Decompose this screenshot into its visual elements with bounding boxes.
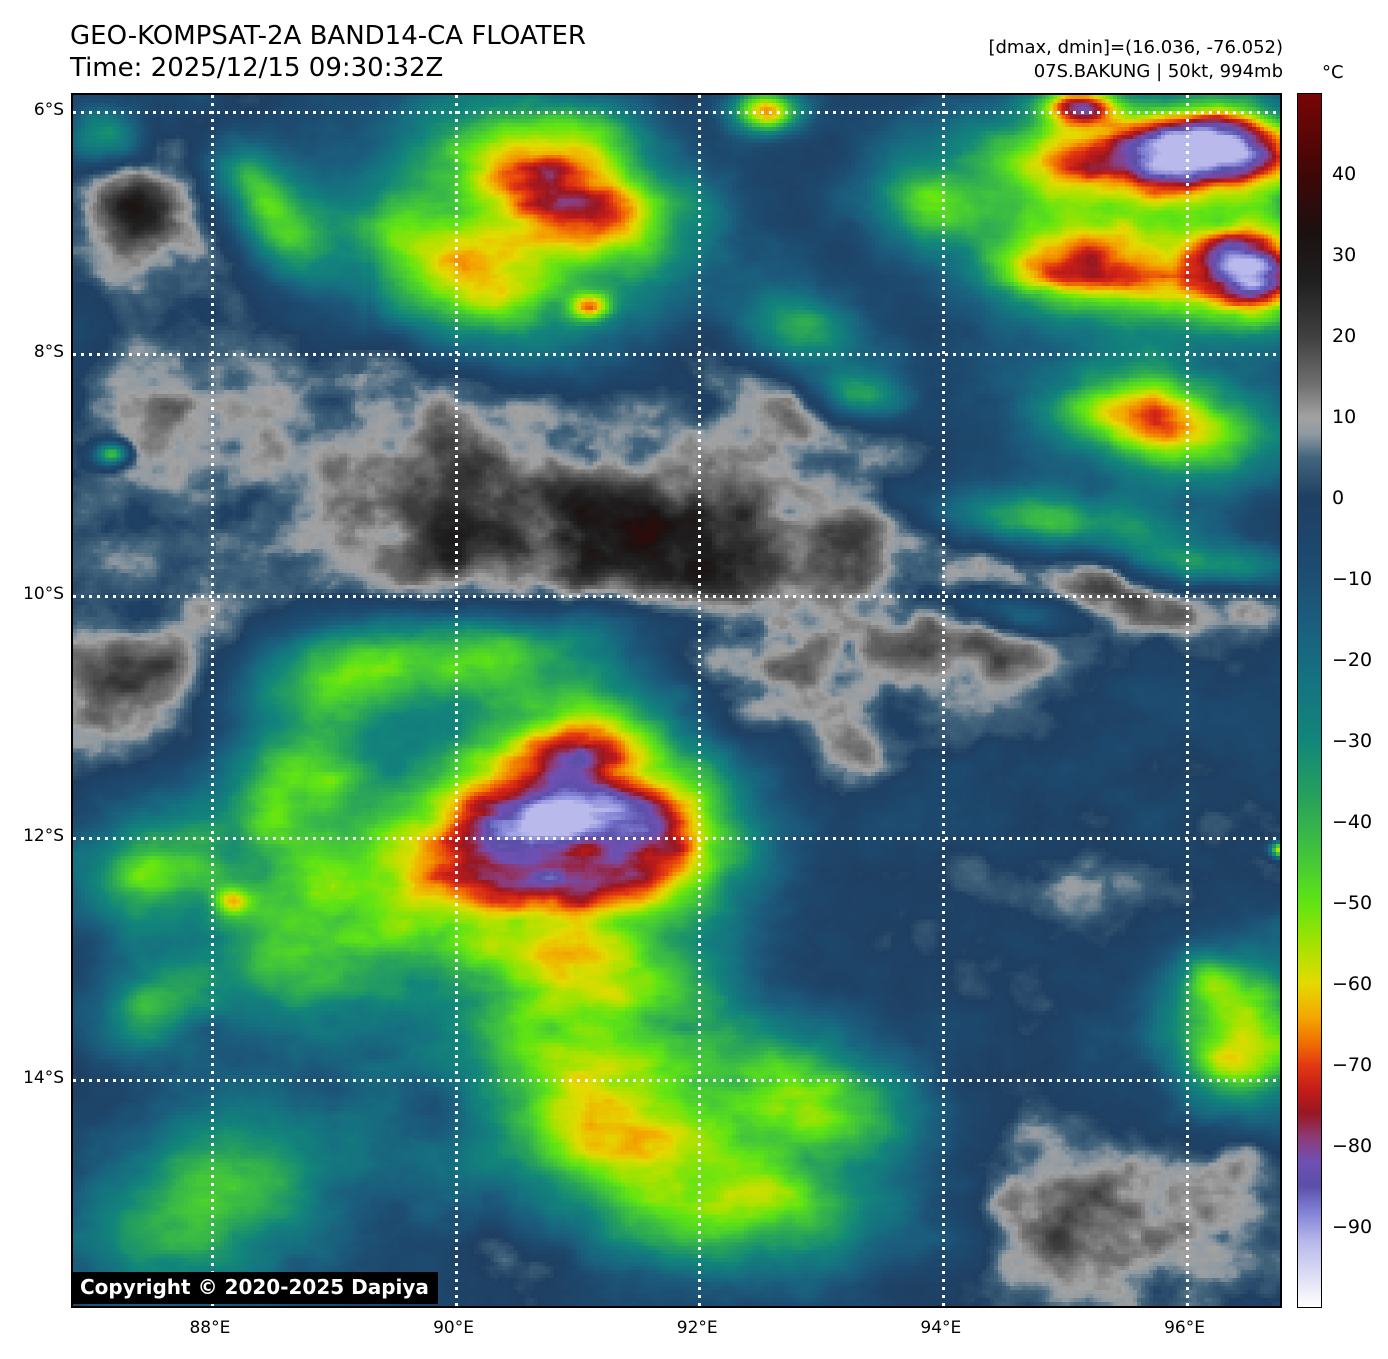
colorbar-tick-label: −30 bbox=[1332, 730, 1373, 752]
colorbar-tick-label: 30 bbox=[1332, 244, 1357, 266]
colorbar-tick-label: −40 bbox=[1332, 811, 1373, 833]
colorbar-tick-label: −20 bbox=[1332, 649, 1373, 671]
colorbar-tick-label: −70 bbox=[1332, 1054, 1373, 1076]
map-plot: Copyright © 2020-2025 Dapiya bbox=[71, 93, 1282, 1308]
storm-info-annotation: 07S.BAKUNG | 50kt, 994mb bbox=[1033, 61, 1283, 82]
colorbar-tick-label: −90 bbox=[1332, 1216, 1373, 1238]
lat-tick-label: 14°S bbox=[23, 1068, 64, 1089]
lat-tick-label: 10°S bbox=[23, 584, 64, 604]
colorbar-tick-label: 40 bbox=[1332, 163, 1357, 185]
colorbar-tick-label: −60 bbox=[1332, 973, 1373, 995]
dmax-dmin-annotation: [dmax, dmin]=(16.036, -76.052) bbox=[988, 37, 1283, 58]
colorbar-tick-label: −10 bbox=[1332, 568, 1373, 590]
colorbar-tick-label: −80 bbox=[1332, 1135, 1373, 1157]
satellite-image bbox=[73, 95, 1280, 1306]
lon-tick-label: 96°E bbox=[1164, 1318, 1205, 1338]
lat-tick-label: 6°S bbox=[33, 99, 64, 120]
annotation-block: [dmax, dmin]=(16.036, -76.052) 07S.BAKUN… bbox=[988, 36, 1283, 84]
lon-tick-label: 88°E bbox=[189, 1318, 231, 1338]
copyright-badge: Copyright © 2020-2025 Dapiya bbox=[73, 1272, 438, 1304]
colorbar-unit-label: °C bbox=[1322, 62, 1344, 83]
colorbar-tick-label: 10 bbox=[1332, 406, 1357, 428]
colorbar-tick-label: 0 bbox=[1332, 487, 1345, 509]
page-title: GEO-KOMPSAT-2A BAND14-CA FLOATER bbox=[70, 21, 587, 51]
colorbar-tick-label: 20 bbox=[1332, 325, 1357, 347]
lon-tick-label: 94°E bbox=[920, 1318, 962, 1338]
time-label: Time: 2025/12/15 09:30:32Z bbox=[70, 53, 444, 83]
colorbar-tick-label: −50 bbox=[1332, 892, 1373, 914]
colorbar bbox=[1297, 93, 1322, 1308]
lon-tick-label: 92°E bbox=[676, 1318, 718, 1338]
lat-tick-label: 8°S bbox=[33, 341, 64, 362]
title-block: GEO-KOMPSAT-2A BAND14-CA FLOATER Time: 2… bbox=[70, 20, 586, 84]
lat-tick-label: 12°S bbox=[23, 826, 64, 847]
lon-tick-label: 90°E bbox=[433, 1318, 474, 1338]
